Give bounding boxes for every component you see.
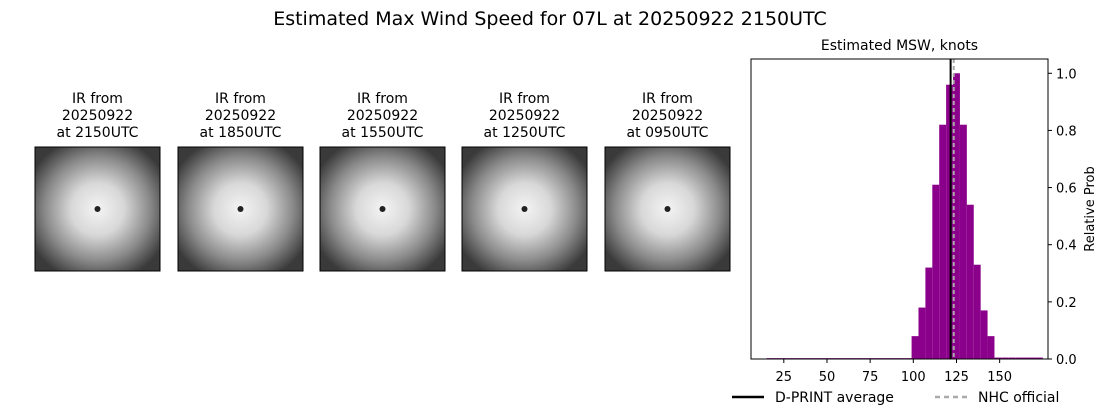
panel-title: IR from bbox=[215, 91, 266, 107]
bar bbox=[1008, 357, 1016, 359]
bar bbox=[1022, 357, 1030, 359]
panel-title: IR from bbox=[499, 91, 550, 107]
y-tick-label: 0.0 bbox=[1056, 353, 1077, 368]
panel-title: at 1550UTC bbox=[342, 125, 424, 141]
panel-title: 20250922 bbox=[205, 108, 276, 124]
bar bbox=[918, 307, 926, 359]
y-axis-label: Relative Prob bbox=[1083, 166, 1098, 251]
bar bbox=[1015, 357, 1023, 359]
bar bbox=[932, 184, 940, 359]
bar bbox=[911, 336, 919, 359]
y-tick-label: 0.2 bbox=[1056, 296, 1077, 311]
x-tick-label: 125 bbox=[944, 370, 969, 385]
bar bbox=[994, 357, 1002, 359]
bar bbox=[987, 336, 995, 359]
panel-title: 20250922 bbox=[489, 108, 560, 124]
bar bbox=[953, 73, 960, 360]
bar bbox=[1001, 357, 1009, 359]
legend-label: D-PRINT average bbox=[775, 390, 894, 406]
plot-frame bbox=[750, 58, 1049, 360]
y-tick-label: 0.8 bbox=[1056, 124, 1077, 139]
panel-title: IR from bbox=[642, 91, 693, 107]
panel-title: 20250922 bbox=[347, 108, 418, 124]
panel-title: IR from bbox=[72, 91, 123, 107]
storm-eye bbox=[521, 206, 528, 212]
bar bbox=[1035, 357, 1043, 359]
storm-eye bbox=[379, 206, 386, 212]
y-tick-label: 0.6 bbox=[1056, 182, 1077, 197]
storm-eye bbox=[664, 206, 671, 212]
y-tick-label: 0.4 bbox=[1056, 239, 1077, 254]
bar bbox=[925, 267, 933, 359]
x-tick-label: 150 bbox=[987, 370, 1012, 385]
panel-title: at 2150UTC bbox=[57, 125, 139, 141]
bar bbox=[980, 310, 988, 359]
storm-eye bbox=[94, 206, 101, 212]
page-title: Estimated Max Wind Speed for 07L at 2025… bbox=[273, 8, 827, 30]
bar bbox=[966, 204, 974, 359]
x-tick-label: 75 bbox=[862, 370, 879, 385]
panel-title: at 1850UTC bbox=[200, 125, 282, 141]
x-tick-label: 50 bbox=[819, 370, 836, 385]
x-tick-label: 100 bbox=[901, 370, 926, 385]
panel-title: 20250922 bbox=[62, 108, 133, 124]
panel-title: at 0950UTC bbox=[627, 125, 709, 141]
bar bbox=[946, 84, 954, 359]
bar bbox=[1029, 357, 1036, 359]
panel-title: 20250922 bbox=[632, 108, 703, 124]
storm-eye bbox=[237, 206, 244, 212]
panel-title: at 1250UTC bbox=[484, 125, 566, 141]
bar bbox=[973, 264, 981, 359]
y-tick-label: 1.0 bbox=[1056, 67, 1077, 82]
panel-title: IR from bbox=[357, 91, 408, 107]
bar bbox=[939, 124, 947, 359]
x-tick-label: 25 bbox=[776, 370, 793, 385]
chart-title: Estimated MSW, knots bbox=[821, 38, 978, 54]
bar bbox=[959, 124, 967, 359]
legend-label: NHC official bbox=[978, 390, 1059, 406]
